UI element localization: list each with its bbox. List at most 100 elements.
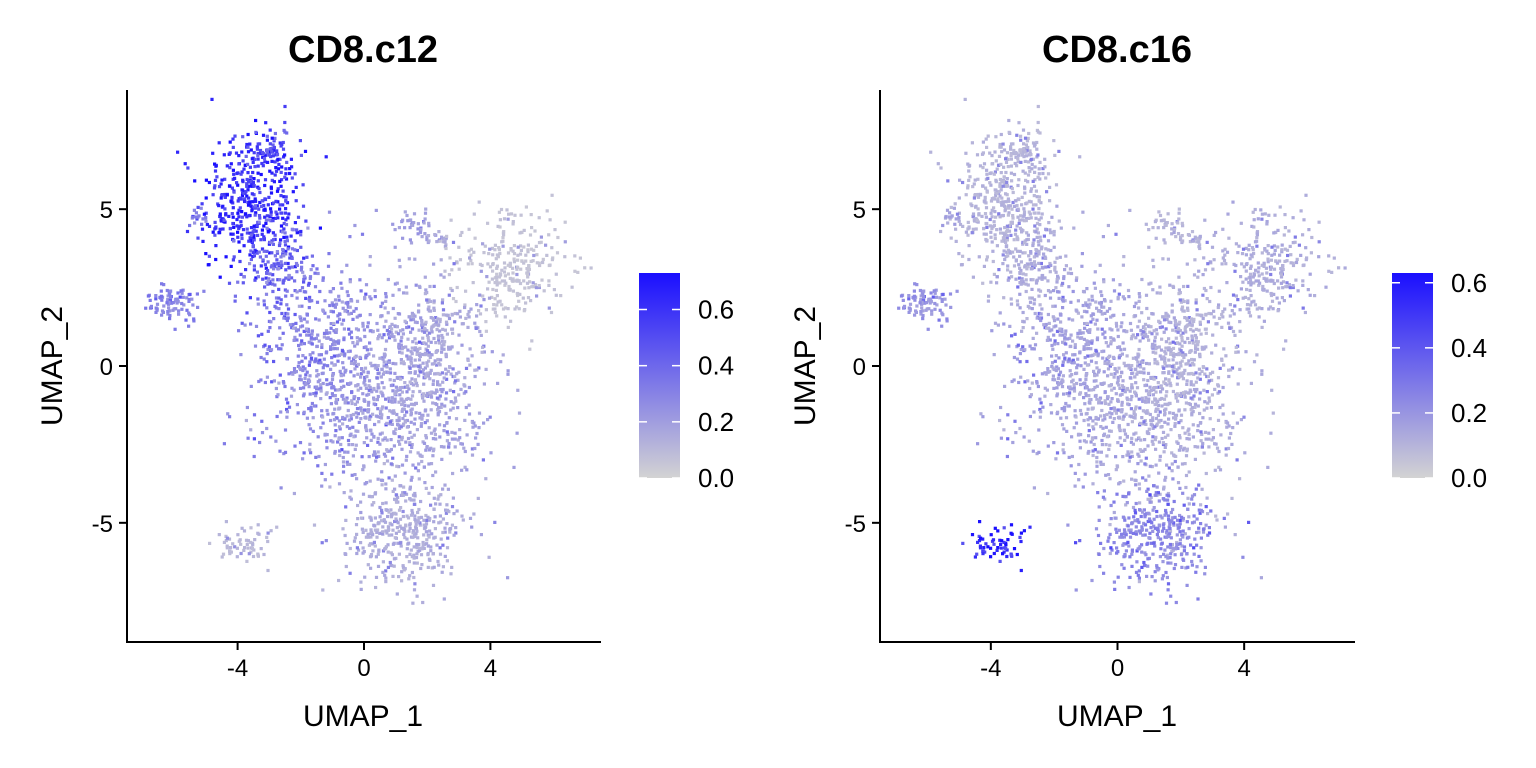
data-point — [196, 205, 200, 209]
data-point — [256, 297, 260, 301]
data-point — [336, 354, 340, 358]
data-point — [1108, 477, 1112, 481]
data-point — [1027, 210, 1031, 214]
data-point — [912, 289, 916, 293]
data-point — [444, 246, 448, 251]
data-point — [1055, 451, 1060, 455]
data-point — [1069, 333, 1073, 337]
data-point — [403, 413, 407, 417]
data-point — [1037, 249, 1041, 253]
data-point — [1313, 294, 1317, 298]
data-point — [482, 298, 486, 302]
data-point — [429, 503, 433, 507]
data-point — [260, 150, 265, 155]
x-tick-label: 4 — [484, 655, 497, 682]
data-point — [352, 309, 356, 313]
data-point — [360, 232, 365, 236]
data-point — [300, 286, 305, 290]
data-point — [349, 417, 353, 421]
data-point — [1006, 157, 1010, 161]
data-point — [204, 216, 208, 220]
data-point — [1067, 285, 1071, 289]
data-point — [1082, 418, 1086, 423]
data-point — [982, 199, 986, 203]
data-point — [175, 297, 179, 301]
data-point — [313, 285, 318, 289]
data-point — [255, 204, 259, 208]
data-point — [459, 387, 463, 391]
data-point — [1212, 258, 1216, 262]
data-point — [1004, 244, 1008, 248]
data-point — [148, 306, 153, 310]
data-point — [249, 384, 253, 388]
data-point — [298, 315, 302, 319]
data-point — [1238, 367, 1242, 371]
data-point — [988, 181, 992, 185]
data-point — [1055, 365, 1059, 369]
data-point — [339, 374, 343, 378]
data-point — [474, 326, 478, 330]
data-point — [984, 215, 988, 219]
data-point — [548, 218, 552, 222]
data-point — [381, 372, 385, 376]
data-point — [946, 179, 950, 183]
data-point — [1023, 171, 1027, 175]
data-point — [366, 443, 370, 447]
data-point — [1018, 271, 1022, 275]
data-point — [347, 443, 351, 447]
data-point — [361, 392, 365, 396]
data-point — [1250, 255, 1254, 259]
data-point — [307, 379, 312, 383]
data-point — [226, 412, 230, 416]
data-point — [398, 329, 403, 333]
data-point — [1024, 282, 1028, 286]
data-point — [524, 259, 528, 263]
data-point — [1037, 268, 1041, 272]
data-point — [439, 520, 443, 524]
data-point — [415, 320, 419, 325]
data-point — [272, 238, 276, 242]
data-point — [264, 254, 268, 258]
data-point — [493, 520, 497, 524]
data-point — [522, 228, 526, 232]
data-point — [376, 394, 380, 399]
data-point — [1036, 231, 1040, 235]
data-point — [337, 317, 342, 321]
data-point — [369, 414, 373, 418]
data-point — [311, 351, 315, 355]
data-point — [986, 134, 990, 138]
data-point — [1071, 353, 1075, 357]
data-point — [1052, 342, 1056, 346]
data-point — [1084, 374, 1088, 378]
data-point — [396, 423, 400, 427]
data-point — [310, 332, 314, 336]
data-point — [1236, 350, 1240, 354]
data-point — [1066, 337, 1070, 341]
data-point — [920, 300, 924, 304]
data-point — [1116, 379, 1120, 383]
data-point — [1037, 207, 1041, 211]
data-point — [410, 511, 415, 515]
data-point — [992, 196, 996, 200]
data-point — [502, 270, 506, 274]
data-point — [384, 299, 388, 303]
data-point — [1256, 270, 1260, 274]
data-point — [998, 182, 1002, 186]
data-point — [1231, 200, 1235, 204]
data-point — [1106, 344, 1110, 348]
data-point — [396, 541, 400, 545]
data-point — [1327, 254, 1331, 258]
data-point — [307, 329, 311, 333]
data-point — [241, 159, 245, 163]
data-point — [1001, 231, 1006, 235]
data-point — [1282, 299, 1286, 303]
data-point — [413, 494, 417, 498]
data-point — [328, 303, 332, 308]
data-point — [360, 527, 364, 531]
data-point — [1014, 277, 1018, 281]
data-point — [296, 354, 300, 358]
data-point — [315, 387, 319, 391]
data-point — [202, 289, 206, 293]
data-point — [171, 301, 175, 305]
data-point — [439, 388, 443, 392]
